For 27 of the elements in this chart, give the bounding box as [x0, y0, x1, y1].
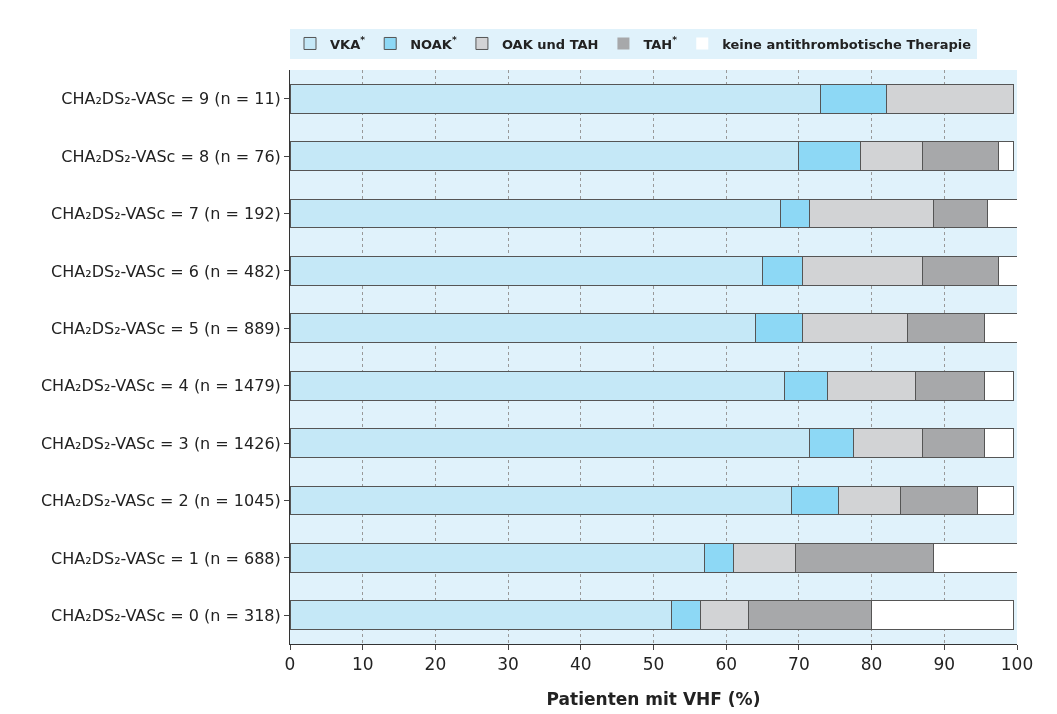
x-tick-label: 80 — [860, 654, 883, 675]
y-tick-label: CHA₂DS₂-VASc = 1 (n = 688) — [51, 548, 281, 568]
x-tick-label: 10 — [351, 654, 374, 675]
y-tick-label: CHA₂DS₂-VASc = 2 (n = 1045) — [40, 491, 281, 511]
legend-label: VKA$^{*}$ — [330, 35, 366, 52]
x-tick-label: 20 — [424, 654, 447, 675]
y-tick-label: CHA₂DS₂-VASc = 0 (n = 318) — [51, 605, 281, 625]
x-tick-label: 100 — [1000, 654, 1034, 675]
legend-label: keine antithrombotische Therapie — [722, 36, 972, 52]
x-tick-label: 0 — [284, 654, 296, 675]
y-tick-label: CHA₂DS₂-VASc = 6 (n = 482) — [51, 261, 281, 281]
legend-label: NOAK$^{*}$ — [410, 35, 457, 52]
y-tick-label: CHA₂DS₂-VASc = 4 (n = 1479) — [40, 376, 281, 396]
x-tick-label: 30 — [497, 654, 519, 675]
x-tick-label: 90 — [933, 654, 956, 675]
x-tick-label: 70 — [788, 654, 810, 675]
legend-label: OAK und TAH — [501, 36, 599, 52]
legend-label: TAH$^{*}$ — [643, 35, 678, 52]
y-tick-label: CHA₂DS₂-VASc = 3 (n = 1426) — [40, 433, 281, 453]
y-tick-label: CHA₂DS₂-VASc = 8 (n = 76) — [61, 146, 281, 166]
y-tick-label: CHA₂DS₂-VASc = 7 (n = 192) — [51, 204, 281, 224]
y-tick-label: CHA₂DS₂-VASc = 5 (n = 889) — [51, 318, 281, 338]
x-tick-label: 40 — [569, 654, 592, 675]
x-tick-label: 60 — [715, 654, 738, 675]
x-tick-label: 50 — [642, 654, 665, 675]
y-tick-label: CHA₂DS₂-VASc = 9 (n = 11) — [61, 89, 281, 109]
x-axis-title: Patienten mit VHF (%) — [546, 689, 761, 709]
